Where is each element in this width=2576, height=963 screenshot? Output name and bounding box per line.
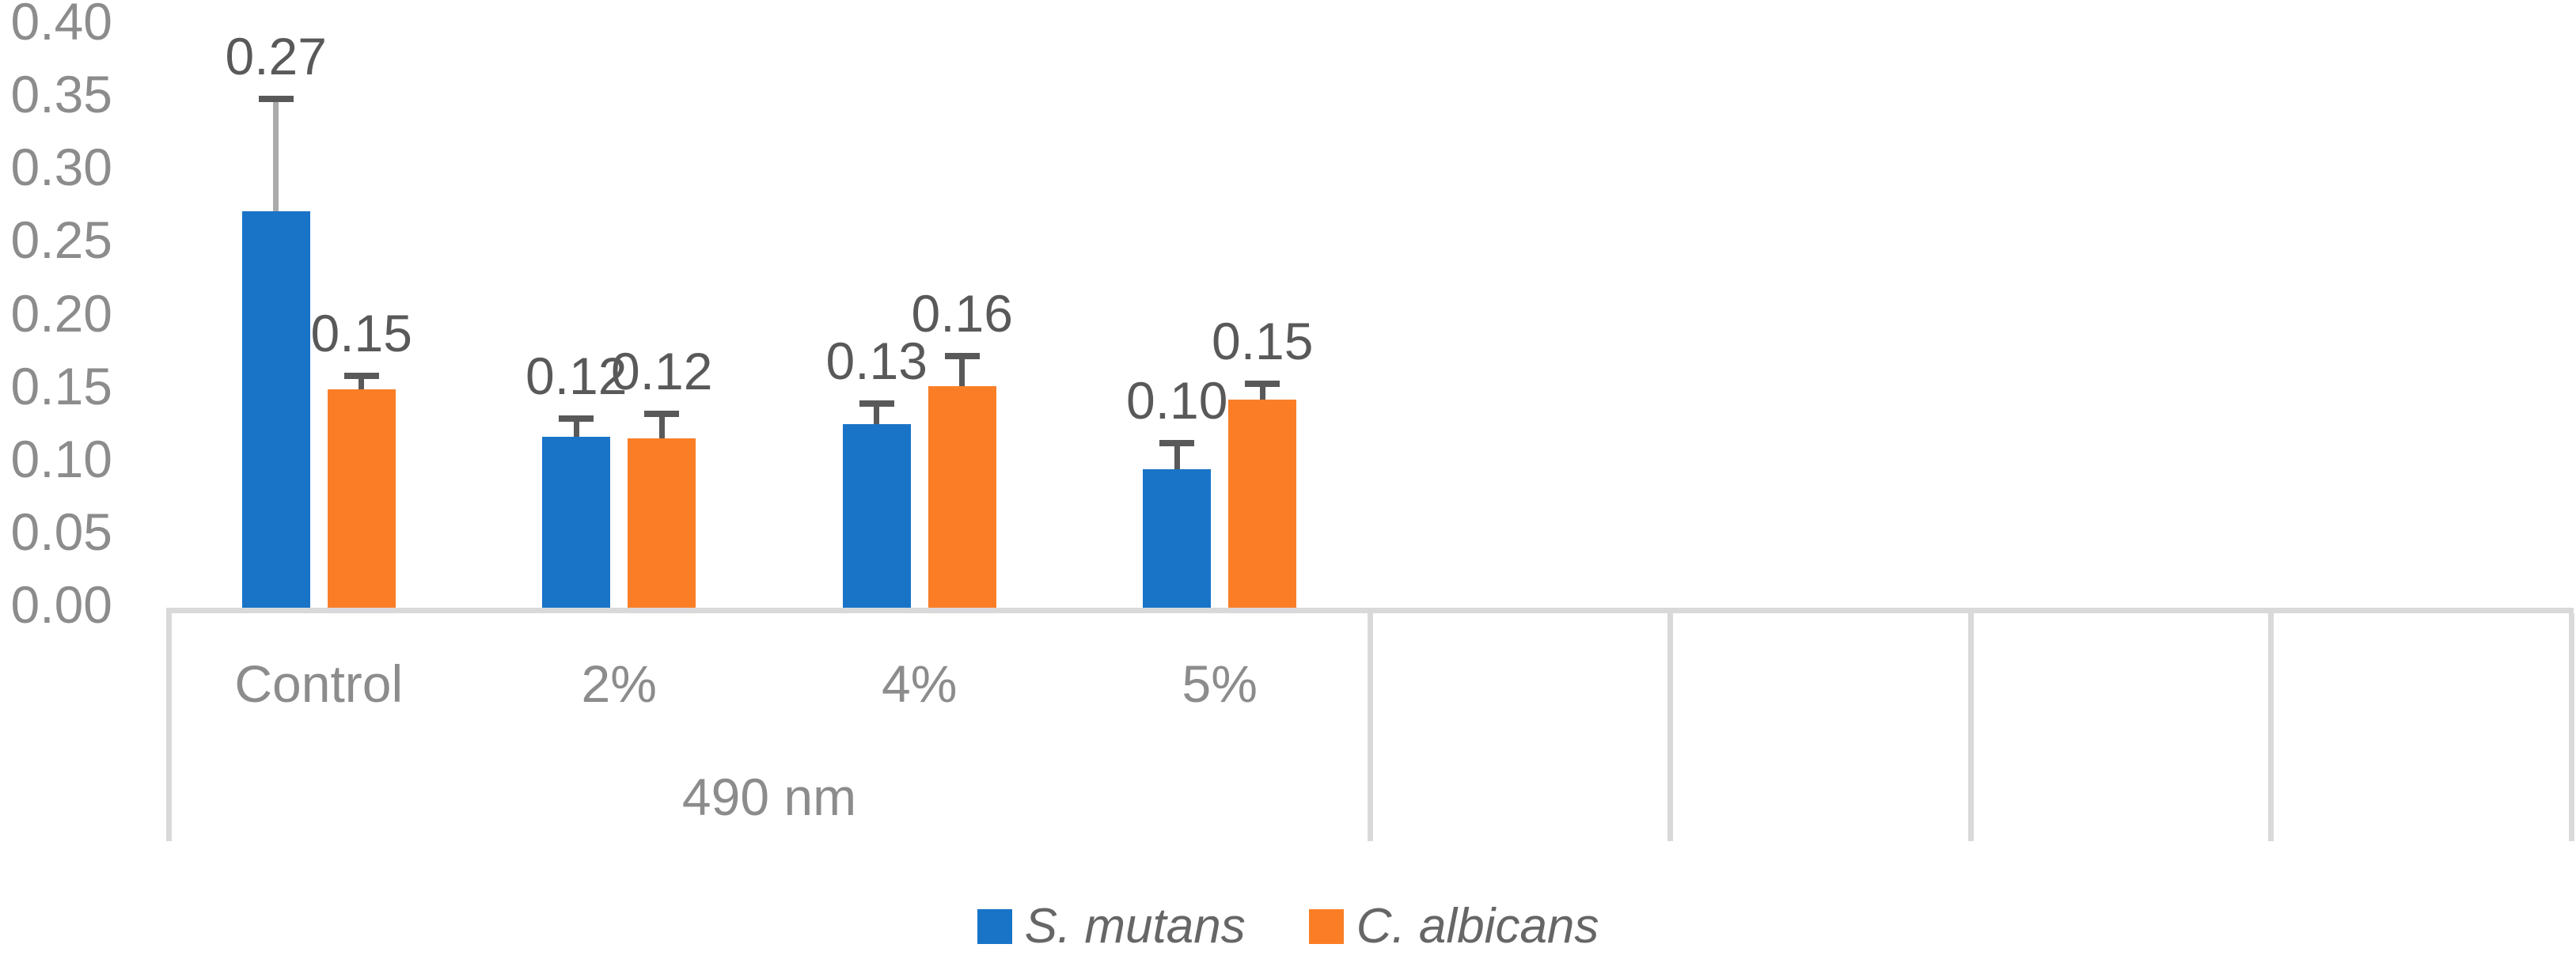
error-bar-line-c-albicans-4	[959, 355, 966, 386]
error-bar-cap-c-albicans-2	[644, 411, 680, 418]
data-label-c-albicans-control: 0.15	[310, 304, 412, 363]
category-separator-line	[165, 613, 172, 841]
y-axis-tick-label: 0.25	[10, 210, 112, 270]
legend-label-c-albicans: C. albicans	[1356, 899, 1599, 954]
error-bar-line-s-mutans-4	[874, 404, 880, 424]
legend-swatch-c-albicans	[1308, 909, 1344, 944]
data-label-c-albicans-4: 0.16	[911, 283, 1013, 343]
error-bar-cap-s-mutans-2	[559, 415, 594, 422]
error-bar-cap-s-mutans-control	[258, 96, 294, 103]
error-bar-cap-c-albicans-4	[944, 352, 980, 359]
data-label-c-albicans-2: 0.12	[611, 342, 713, 401]
y-axis-tick-label: 0.15	[10, 356, 112, 415]
bar-c-albicans-5	[1228, 399, 1297, 608]
error-bar-cap-s-mutans-4	[859, 400, 894, 408]
y-axis-tick-label: 0.40	[10, 0, 112, 51]
data-label-s-mutans-4: 0.13	[825, 332, 928, 391]
y-axis-tick-label: 0.35	[10, 65, 112, 124]
category-separator-line	[1367, 613, 1373, 841]
bar-s-mutans-control	[241, 210, 310, 608]
bar-s-mutans-5	[1143, 468, 1212, 608]
bar-s-mutans-2	[542, 437, 611, 608]
legend-label-s-mutans: S. mutans	[1024, 899, 1246, 954]
error-bar-cap-c-albicans-control	[343, 373, 379, 380]
legend-item-s-mutans: S. mutans	[977, 902, 1246, 951]
x-axis-category-label-2: 2%	[581, 654, 657, 713]
legend-swatch-s-mutans	[977, 909, 1012, 944]
error-bar-line-c-albicans-2	[658, 414, 665, 439]
y-axis-tick-label: 0.05	[10, 502, 112, 561]
data-label-c-albicans-5: 0.15	[1212, 311, 1314, 370]
legend: S. mutans C. albicans	[0, 902, 2576, 951]
error-bar-line-s-mutans-2	[573, 418, 579, 438]
category-separator-line	[1967, 613, 1974, 841]
data-label-s-mutans-control: 0.27	[225, 27, 327, 86]
y-axis-tick-label: 0.00	[10, 575, 112, 634]
data-label-s-mutans-5: 0.10	[1126, 371, 1228, 430]
x-axis-category-label-5: 5%	[1182, 654, 1258, 713]
category-separator-line	[2268, 613, 2274, 841]
error-bar-cap-s-mutans-5	[1159, 440, 1195, 447]
error-bar-line-c-albicans-5	[1259, 383, 1265, 400]
data-label-s-mutans-2: 0.12	[525, 346, 628, 405]
x-axis-group-label: 490 nm	[681, 768, 857, 826]
bar-s-mutans-4	[842, 423, 911, 608]
legend-item-c-albicans: C. albicans	[1308, 899, 1599, 954]
error-bar-line-s-mutans-5	[1174, 443, 1180, 469]
error-bar-line-c-albicans-control	[359, 376, 365, 389]
error-bar-cap-c-albicans-5	[1245, 380, 1280, 387]
x-axis-category-label-control: Control	[234, 654, 404, 713]
category-separator-line	[1667, 613, 1673, 841]
x-axis-category-label-4: 4%	[882, 654, 958, 713]
y-axis-tick-label: 0.20	[10, 283, 112, 343]
y-axis-tick-label: 0.10	[10, 429, 112, 488]
error-bar-line-s-mutans-control	[273, 99, 279, 211]
bar-c-albicans-4	[928, 385, 996, 608]
bar-c-albicans-2	[628, 438, 696, 608]
category-separator-line	[2568, 613, 2574, 841]
x-axis-line	[166, 608, 2574, 613]
bar-c-albicans-control	[327, 389, 396, 608]
y-axis-tick-label: 0.30	[10, 138, 112, 197]
